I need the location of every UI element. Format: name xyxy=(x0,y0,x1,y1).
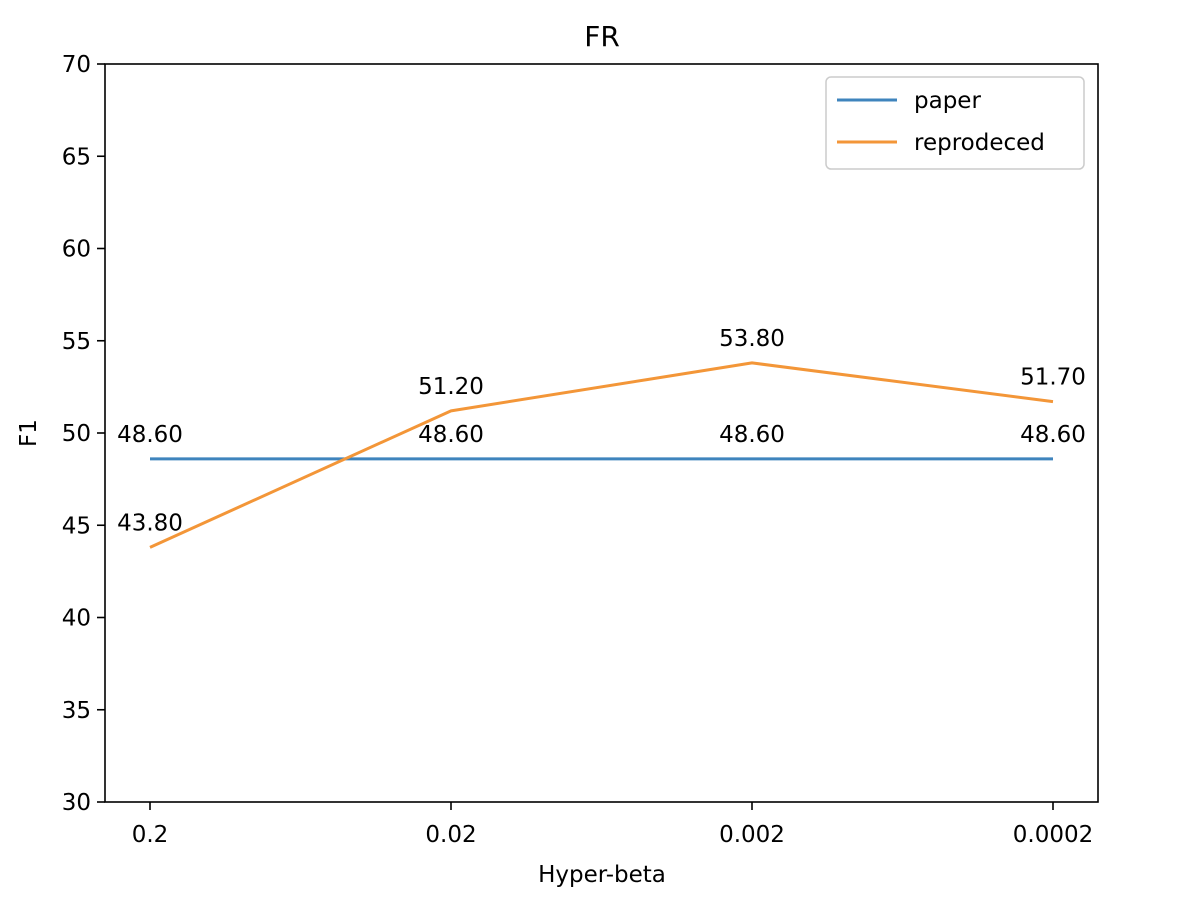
legend-label-reprodeced: reprodeced xyxy=(914,130,1045,156)
plot-area: 48.60 48.60 48.60 48.60 43.80 51.20 53.80 51.70 xyxy=(117,326,1086,549)
y-tick-label: 55 xyxy=(62,329,91,355)
legend: paper reprodeced xyxy=(825,76,1085,170)
y-tick-label: 60 xyxy=(62,237,91,263)
x-tick-label: 0.2 xyxy=(132,822,169,848)
y-tick-label: 40 xyxy=(62,606,91,632)
series-line-reprodeced xyxy=(149,361,1054,549)
y-tick-label: 65 xyxy=(62,144,91,170)
y-tick-label: 70 xyxy=(62,52,91,78)
y-axis-label: F1 xyxy=(16,419,42,447)
x-tick-label: 0.002 xyxy=(719,822,785,848)
y-tick-label: 50 xyxy=(62,421,91,447)
y-tick-label: 35 xyxy=(62,698,91,724)
data-label: 48.60 xyxy=(1020,422,1086,448)
y-tick-label: 30 xyxy=(62,790,91,816)
x-axis: 0.2 0.02 0.002 0.0002 xyxy=(132,802,1093,848)
data-label: 51.70 xyxy=(1020,365,1086,391)
legend-label-paper: paper xyxy=(914,88,981,114)
data-label: 51.20 xyxy=(418,374,484,400)
data-label: 43.80 xyxy=(117,510,183,536)
chart-title: FR xyxy=(584,20,620,53)
data-label: 48.60 xyxy=(719,422,785,448)
data-label: 53.80 xyxy=(719,326,785,352)
data-label: 48.60 xyxy=(117,422,183,448)
x-axis-label: Hyper-beta xyxy=(538,862,666,888)
y-axis: 30 35 40 45 50 55 60 65 70 xyxy=(62,52,105,816)
data-label: 48.60 xyxy=(418,422,484,448)
x-tick-label: 0.02 xyxy=(425,822,476,848)
x-tick-label: 0.0002 xyxy=(1013,822,1093,848)
y-tick-label: 45 xyxy=(62,513,91,539)
